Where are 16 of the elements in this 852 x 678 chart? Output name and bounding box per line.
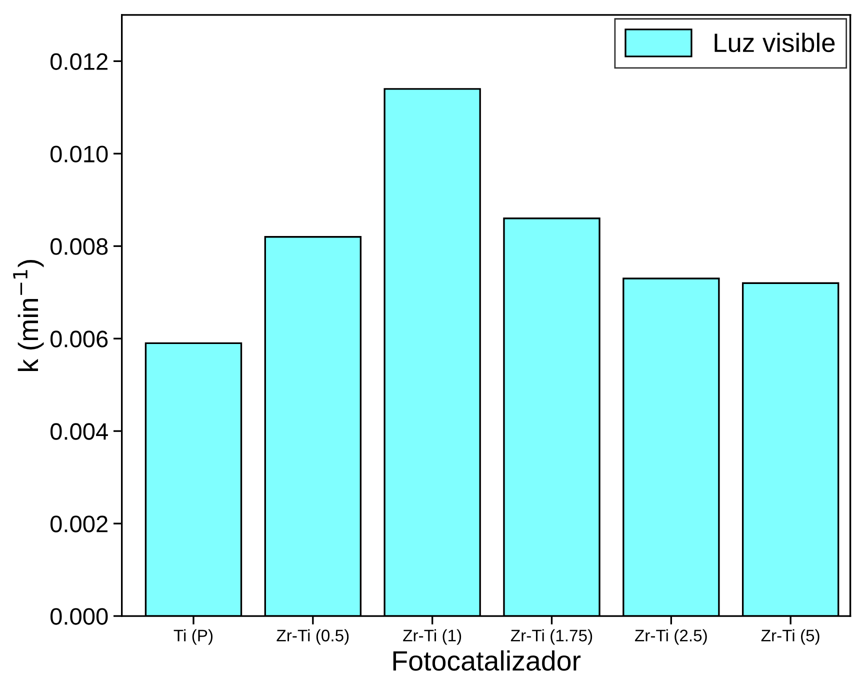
y-axis-title: k (min$^{−1}$) [13, 260, 44, 371]
y-tick-label: 0.012 [50, 53, 108, 70]
x-axis-title: Fotocatalizador [393, 650, 581, 671]
x-tick-label: Ti (P) [174, 629, 213, 645]
x-tick-label: Zr-Ti (5) [761, 629, 820, 645]
legend-label: Luz visible [714, 32, 835, 52]
x-tick-label: Zr-Ti (0.5) [276, 629, 349, 645]
y-tick-label: 0.002 [50, 516, 108, 532]
y-tick-label: 0.004 [50, 423, 108, 440]
y-tick-label: 0.008 [50, 238, 108, 255]
x-tick-label: Zr-Ti (1.75) [510, 629, 592, 645]
y-tick-label: 0.006 [50, 330, 108, 348]
y-tick-label: 0.000 [50, 608, 108, 625]
y-tick-label: 0.010 [50, 146, 108, 162]
x-tick-label: Zr-Ti (2.5) [634, 629, 707, 645]
x-tick-label: Zr-Ti (1) [403, 629, 462, 645]
